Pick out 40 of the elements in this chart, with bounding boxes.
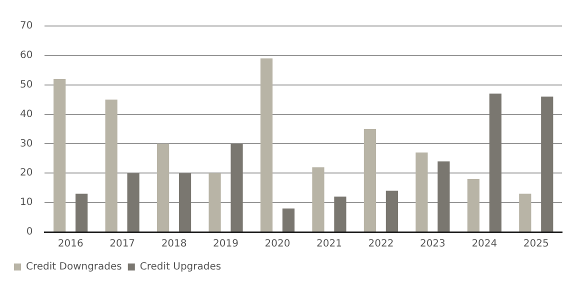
bar xyxy=(416,152,428,232)
legend-label: Credit Upgrades xyxy=(140,262,222,273)
bar xyxy=(489,94,502,232)
y-tick-label: 10 xyxy=(20,197,33,208)
y-tick-label: 60 xyxy=(20,50,33,62)
x-tick-label: 2018 xyxy=(161,238,187,250)
legend-label: Credit Downgrades xyxy=(26,262,122,273)
x-tick-label: 2021 xyxy=(316,238,342,250)
bar xyxy=(208,173,221,232)
x-tick-label: 2016 xyxy=(58,238,84,250)
x-tick-label: 2022 xyxy=(368,238,394,250)
bar xyxy=(541,96,554,232)
bar xyxy=(76,194,88,232)
y-tick-label: 30 xyxy=(20,138,33,150)
x-tick-label: 2017 xyxy=(110,238,136,250)
x-tick-label: 2020 xyxy=(264,238,290,250)
bar xyxy=(178,173,192,232)
bar xyxy=(157,144,170,232)
bar xyxy=(54,78,66,232)
bar xyxy=(260,58,273,232)
bar xyxy=(105,100,118,232)
x-tick-label: 2025 xyxy=(523,238,549,250)
bar xyxy=(230,144,243,232)
y-tick-label: 0 xyxy=(26,226,33,238)
bar xyxy=(334,196,346,232)
bar xyxy=(519,194,532,232)
bar xyxy=(467,179,480,232)
y-tick-label: 20 xyxy=(20,168,33,179)
x-tick-label: 2019 xyxy=(213,238,238,250)
y-tick-label: 50 xyxy=(20,79,33,90)
x-tick-label: 2023 xyxy=(420,238,446,250)
y-tick-label: 70 xyxy=(20,20,33,32)
bar xyxy=(364,129,376,232)
bar xyxy=(386,190,398,232)
bar xyxy=(438,161,450,232)
bar xyxy=(127,173,140,232)
bar xyxy=(282,208,295,232)
bar xyxy=(312,167,324,232)
y-tick-label: 40 xyxy=(20,108,33,120)
x-tick-label: 2024 xyxy=(472,238,498,250)
